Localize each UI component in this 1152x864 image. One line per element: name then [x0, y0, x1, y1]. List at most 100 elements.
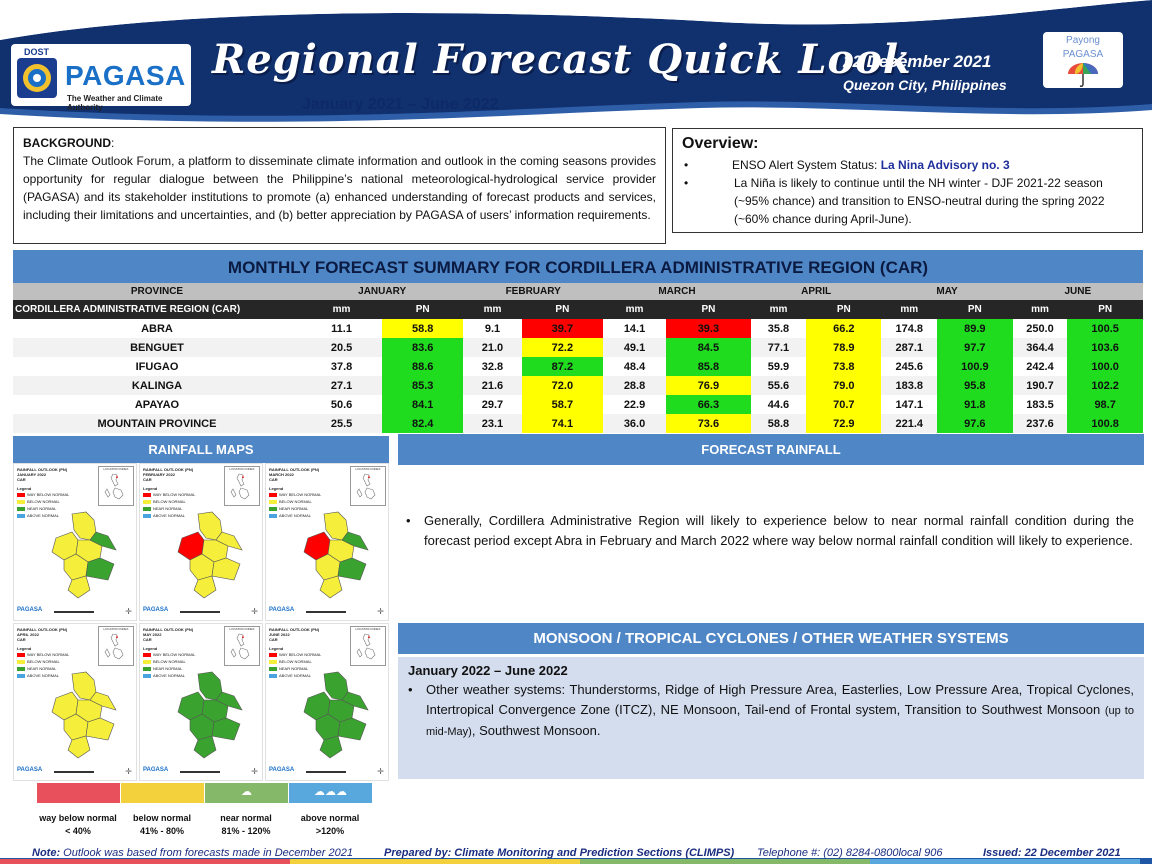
philippines-outline-icon: [104, 473, 124, 500]
pn-cell: 100.5: [1067, 319, 1143, 338]
map-title: RAINFALL OUTLOOK (PN) MAY 2022 CAR: [143, 627, 193, 642]
unit-pn: PN: [382, 300, 464, 319]
mm-cell: 22.9: [623, 398, 646, 411]
legend-title: Legend: [17, 486, 32, 491]
location-index-label: LOCATION INDEX: [103, 627, 129, 631]
legend-label: BELOW NORMAL: [27, 659, 60, 664]
table-row: ABRA 11.1 58.8 9.1 39.7 14.1 39.3 35.8 66.2 174.8…: [13, 319, 1143, 338]
north-arrow-icon: ✛: [125, 607, 132, 616]
mm-cell: 36.0: [603, 414, 666, 433]
forecast-period: January 2021 – June 2022: [302, 96, 499, 113]
unit-pn: PN: [937, 300, 1013, 319]
legend-item: WAY BELOW NORMAL: [269, 492, 321, 497]
rainfall-map: RAINFALL OUTLOOK (PN) JUNE 2022 CAR Legend W…: [265, 623, 389, 781]
scale-name: above normal: [300, 813, 360, 823]
unit-pn: PN: [1067, 300, 1143, 319]
bullet-icon: •: [406, 513, 411, 528]
table-row: KALINGA 27.1 85.3 21.6 72.0 28.8 76.9 55.6 79.0 1…: [13, 376, 1143, 395]
monsoon-period: January 2022 – June 2022: [408, 663, 568, 678]
province-name: BENGUET: [13, 338, 301, 357]
payong-label-2: PAGASA: [1062, 49, 1104, 60]
legend-swatch: [269, 673, 277, 678]
month-header: JUNE: [1012, 283, 1143, 300]
unit-mm: mm: [881, 300, 938, 319]
legend-label: BELOW NORMAL: [279, 499, 312, 504]
province-header: PROVINCE: [13, 283, 301, 300]
legend-label: ABOVE NORMAL: [279, 513, 312, 518]
location-index-map: LOCATION INDEX: [350, 626, 386, 666]
legend-swatch: [143, 659, 151, 664]
legend-swatch: [17, 492, 25, 497]
legend-item: ABOVE NORMAL: [143, 513, 195, 518]
legend-swatch: [269, 659, 277, 664]
map-footer-logo: PAGASA: [17, 767, 43, 773]
legend-swatch: [17, 513, 25, 518]
scale-swatch: [121, 783, 204, 803]
enso-advisory: La Nina Advisory no. 3: [880, 158, 1010, 172]
pn-cell: 89.9: [937, 319, 1013, 338]
footer-issued-text: Issued: 22 December 2021: [983, 847, 1121, 859]
legend-swatch: [17, 673, 25, 678]
footer-telephone: Telephone #: (02) 8284-0800local 906: [757, 847, 943, 859]
dost-label: DOST: [24, 47, 50, 57]
pn-cell: 88.6: [382, 357, 464, 376]
legend-item: BELOW NORMAL: [143, 659, 195, 664]
pn-cell: 72.0: [521, 376, 604, 395]
legend-swatch: [269, 492, 277, 497]
map-region: CAR: [143, 477, 152, 482]
background-label: BACKGROUND: [23, 136, 111, 150]
forecast-table: PROVINCE JANUARY FEBRUARY MARCH APRIL MA…: [13, 283, 1143, 433]
scale-bar: [54, 611, 94, 613]
scale-swatch: ☁☁☁: [289, 783, 372, 803]
legend-swatch: [269, 506, 277, 511]
legend-item: NEAR NORMAL: [269, 506, 321, 511]
philippines-outline-icon: [356, 633, 376, 660]
north-arrow-icon: ✛: [377, 607, 384, 616]
legend-swatch: [17, 499, 25, 504]
legend-swatch: [269, 513, 277, 518]
legend-swatch: [143, 673, 151, 678]
footer-note: Note: Outlook was based from forecasts m…: [32, 847, 353, 859]
overview-title: Overview:: [682, 135, 759, 152]
rainfall-map: RAINFALL OUTLOOK (PN) MARCH 2022 CAR Legend…: [265, 463, 389, 621]
legend-item: WAY BELOW NORMAL: [17, 492, 69, 497]
province-name: ABRA: [141, 322, 173, 335]
legend-item: BELOW NORMAL: [269, 499, 321, 504]
scale-range: < 40%: [65, 826, 91, 836]
map-footer: PAGASA ✛: [140, 764, 262, 780]
legend-label: BELOW NORMAL: [153, 659, 186, 664]
mm-cell: 35.8: [767, 322, 790, 335]
map-footer: PAGASA ✛: [14, 604, 136, 620]
mm-cell: 237.6: [1012, 414, 1068, 433]
monsoon-text: • Other weather systems: Thunderstorms, …: [408, 680, 1134, 743]
legend-label: NEAR NORMAL: [153, 506, 183, 511]
forecast-table-title: MONTHLY FORECAST SUMMARY FOR CORDILLERA …: [13, 250, 1143, 283]
location-index-map: LOCATION INDEX: [224, 466, 260, 506]
legend-label: WAY BELOW NORMAL: [279, 652, 322, 657]
scale-name: below normal: [132, 813, 191, 823]
map-footer-logo: PAGASA: [143, 607, 169, 613]
enso-status-label: ENSO Alert System Status:: [732, 158, 881, 172]
footer-stripes: [0, 858, 1152, 864]
legend-title: Legend: [269, 486, 284, 491]
legend-swatch: [269, 652, 277, 657]
pagasa-tagline: The Weather and Climate Authority: [67, 94, 163, 112]
mm-cell: 55.6: [750, 376, 807, 395]
pn-cell: 100.0: [1067, 357, 1143, 376]
scale-bar: [54, 771, 94, 773]
month-header-row: PROVINCE JANUARY FEBRUARY MARCH APRIL MA…: [13, 283, 1143, 300]
map-region: CAR: [17, 477, 26, 482]
legend-item: ABOVE NORMAL: [17, 513, 69, 518]
background-section: BACKGROUND: The Climate Outlook Forum, a…: [13, 127, 666, 244]
unit-pn: PN: [521, 300, 604, 319]
map-title: RAINFALL OUTLOOK (PN) JUNE 2022 CAR: [269, 627, 319, 642]
mm-cell: 77.1: [750, 338, 807, 357]
legend-item: ABOVE NORMAL: [143, 673, 195, 678]
mm-cell: 25.5: [300, 414, 383, 433]
map-month: MARCH 2022: [269, 472, 294, 477]
month-header: APRIL: [750, 283, 882, 300]
pagasa-emblem-icon: [17, 58, 57, 98]
legend-label: BELOW NORMAL: [279, 659, 312, 664]
location-index-map: LOCATION INDEX: [98, 466, 134, 506]
mm-cell: 37.8: [330, 360, 353, 373]
